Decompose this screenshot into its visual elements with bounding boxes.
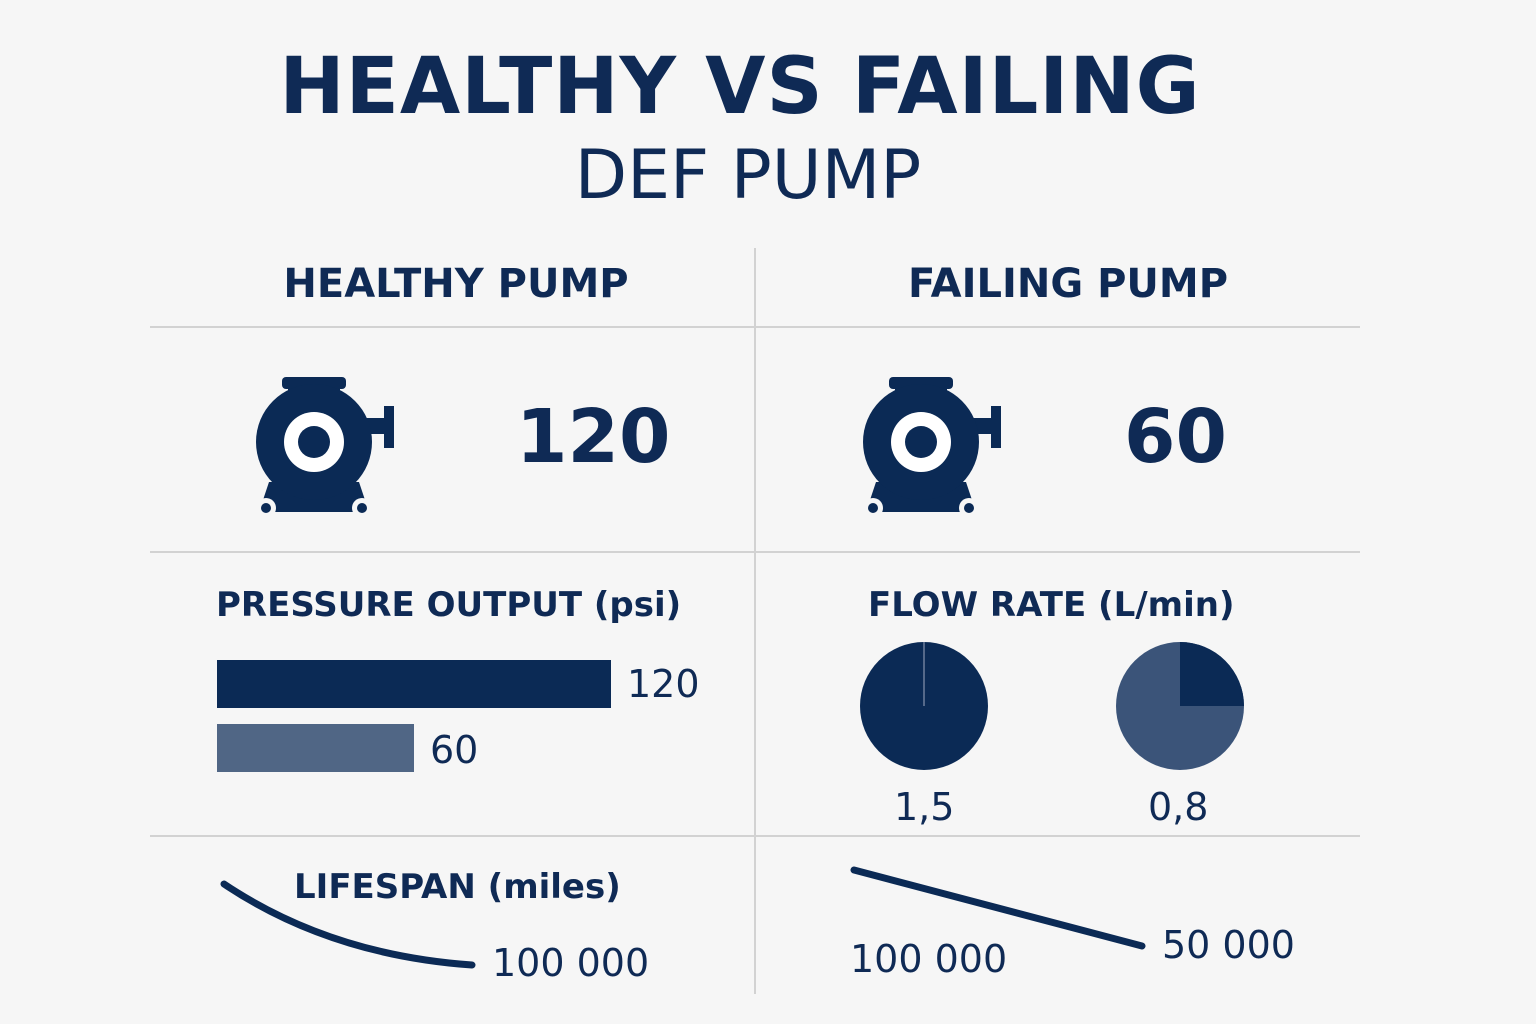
divider-icons bbox=[150, 551, 1360, 553]
page-title: HEALTHY VS FAILING bbox=[279, 42, 1201, 132]
lifespan-failing-end-label: 50 000 bbox=[1162, 923, 1295, 967]
healthy-pump-value: 120 bbox=[516, 394, 671, 480]
failing-pump-value: 60 bbox=[1124, 394, 1227, 480]
bar-healthy bbox=[217, 660, 611, 708]
lifespan-chart-title: LIFESPAN (miles) bbox=[294, 867, 621, 907]
bar-failing bbox=[217, 724, 414, 772]
bar-label-healthy: 120 bbox=[627, 662, 700, 706]
pie-1-slice bbox=[1180, 642, 1244, 706]
healthy-pump-heading: HEALTHY PUMP bbox=[283, 261, 629, 307]
divider-charts bbox=[150, 835, 1360, 837]
flow-chart-title: FLOW RATE (L/min) bbox=[868, 585, 1235, 625]
lifespan-line-failing bbox=[850, 866, 1146, 950]
page-subtitle: DEF PUMP bbox=[574, 136, 922, 215]
center-divider bbox=[754, 248, 756, 994]
pie-label-failing: 0,8 bbox=[1148, 785, 1209, 829]
failing-pump-heading: FAILING PUMP bbox=[907, 261, 1229, 307]
pie-label-healthy: 1,5 bbox=[894, 785, 955, 829]
bar-label-failing: 60 bbox=[430, 728, 479, 772]
pie-1-base bbox=[1116, 642, 1244, 770]
pie-0-base bbox=[860, 642, 988, 770]
pressure-chart-title: PRESSURE OUTPUT (psi) bbox=[216, 585, 682, 625]
divider-header bbox=[150, 326, 1360, 328]
lifespan-failing-start-label: 100 000 bbox=[850, 937, 1008, 981]
lifespan-healthy-label: 100 000 bbox=[492, 941, 650, 985]
